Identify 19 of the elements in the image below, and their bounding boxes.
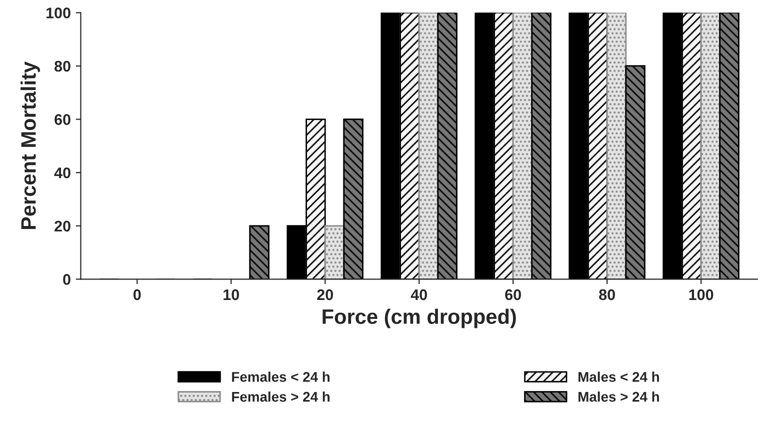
y-axis-title: Percent Mortality bbox=[20, 62, 40, 230]
x-tick-label: 40 bbox=[410, 289, 427, 300]
legend-label: Females > 24 h bbox=[232, 392, 330, 402]
x-tick-label: 80 bbox=[599, 289, 615, 300]
legend-label: Males > 24 h bbox=[578, 392, 659, 402]
legend-label: Females < 24 h bbox=[232, 372, 330, 382]
y-tick-label: 100 bbox=[46, 8, 70, 18]
x-axis-title: Force (cm dropped) bbox=[322, 308, 516, 328]
y-tick-label: 40 bbox=[54, 167, 70, 178]
x-tick-label: 100 bbox=[689, 289, 714, 300]
y-tick-label: 0 bbox=[63, 274, 70, 285]
y-tick-label: 60 bbox=[54, 114, 70, 125]
y-tick-label: 20 bbox=[54, 220, 70, 232]
x-tick-label: 10 bbox=[224, 289, 239, 300]
legend-label: Males < 24 h bbox=[578, 372, 659, 382]
x-tick-label: 0 bbox=[133, 289, 141, 300]
y-tick-label: 80 bbox=[54, 60, 70, 72]
x-tick-label: 20 bbox=[317, 289, 333, 300]
x-tick-label: 60 bbox=[505, 289, 521, 300]
